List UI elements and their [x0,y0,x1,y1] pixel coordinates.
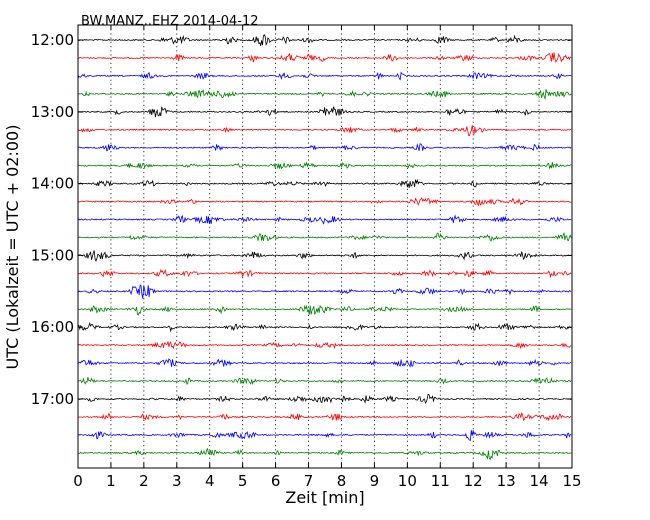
y-tick-label: 13:00 [31,103,74,121]
trace-line [77,106,572,118]
trace-line [77,52,572,63]
x-tick-label: 0 [73,472,83,490]
y-tick-label: 17:00 [31,390,74,408]
y-axis-label: UTC (Lokalzeit = UTC + 02:00) [3,125,22,370]
trace-line [77,447,572,461]
chart-title: BW.MANZ..EHZ 2014-04-12 [81,14,259,29]
trace-line [77,412,572,422]
y-tick-label: 16:00 [31,318,74,336]
trace-line [77,393,572,404]
x-tick-label: 1 [106,472,116,490]
x-tick-label: 6 [271,472,281,490]
y-tick-label: 12:00 [31,31,74,49]
plot-frame [77,24,573,469]
y-tick-label: 14:00 [31,175,74,193]
trace-line [77,268,572,279]
trace-line [77,161,572,170]
trace-line [77,178,572,189]
trace-line [77,358,572,368]
x-tick-label: 5 [238,472,248,490]
x-tick-label: 3 [172,472,182,490]
x-tick-label: 11 [431,472,450,490]
x-tick-label: 9 [370,472,380,490]
x-tick-label: 10 [398,472,417,490]
trace-line [77,71,572,81]
trace-line [77,143,572,152]
trace-line [77,214,572,225]
x-tick-label: 2 [139,472,149,490]
x-tick-label: 12 [464,472,483,490]
trace-line [77,430,572,442]
x-axis: 0 1 2 3 4 5 6 7 8 9 10 11 12 13 14 15 [73,25,582,490]
trace-line [77,341,572,350]
trace-line [77,88,572,101]
y-tick-label: 15:00 [31,246,74,264]
trace-line [77,304,572,316]
x-tick-label: 15 [562,472,581,490]
trace-line [77,34,572,46]
x-tick-label: 4 [205,472,215,490]
trace-group [77,34,572,461]
trace-line [77,377,572,385]
x-tick-label: 7 [304,472,314,490]
x-tick-label: 13 [497,472,516,490]
x-tick-label: 14 [530,472,549,490]
x-axis-label: Zeit [min] [285,488,364,507]
trace-line [77,125,572,137]
trace-line [77,231,572,242]
trace-line [77,284,572,299]
trace-line [77,250,572,262]
trace-line [77,197,572,207]
y-axis: 12:00 13:00 14:00 15:00 16:00 17:00 [31,31,572,408]
trace-line [77,321,572,333]
x-tick-label: 8 [337,472,347,490]
grid-lines [110,25,540,468]
